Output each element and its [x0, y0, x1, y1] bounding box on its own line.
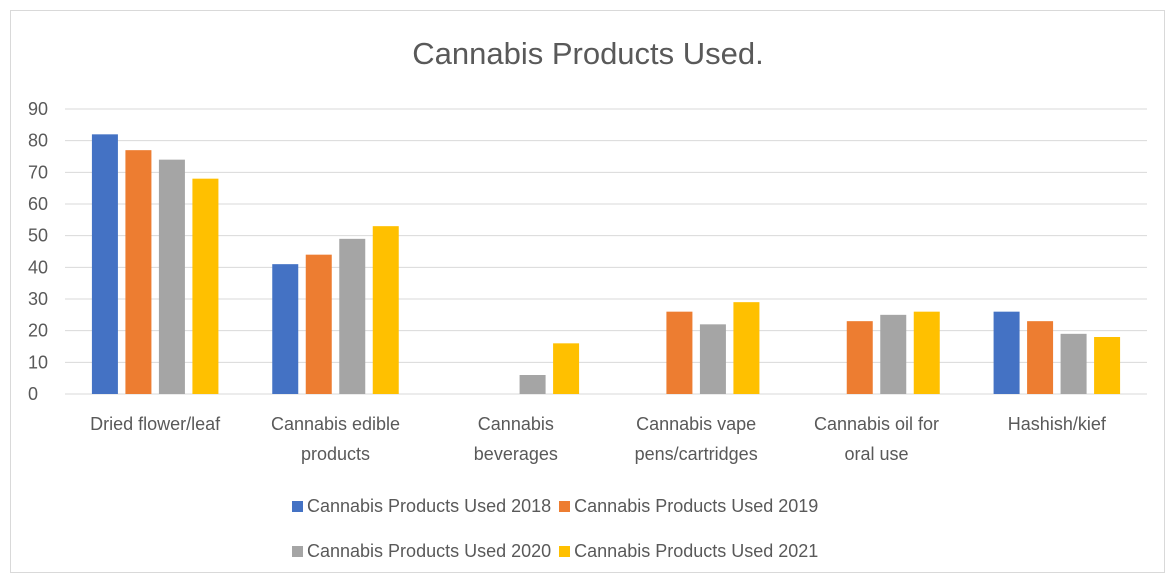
x-category-label: Hashish/kief — [1008, 414, 1107, 434]
legend-item: Cannabis Products Used 2019 — [559, 496, 818, 517]
legend-label: Cannabis Products Used 2021 — [574, 541, 819, 561]
legend-swatch — [292, 546, 303, 557]
y-tick-label: 90 — [28, 99, 48, 119]
x-category-label: oral use — [844, 444, 908, 464]
bar — [519, 375, 546, 394]
legend-row: Cannabis Products Used 2020 Cannabis Prod… — [292, 541, 826, 562]
chart-title: Cannabis Products Used. — [412, 36, 764, 71]
bar — [699, 324, 726, 394]
y-tick-label: 30 — [28, 289, 48, 309]
bar — [553, 343, 580, 394]
bar — [666, 311, 693, 394]
bar — [846, 321, 873, 394]
y-tick-label: 0 — [28, 384, 38, 404]
y-tick-label: 60 — [28, 194, 48, 214]
legend-item: Cannabis Products Used 2021 — [559, 541, 818, 562]
legend-label: Cannabis Products Used 2018 — [307, 496, 552, 516]
bar — [158, 159, 185, 394]
y-tick-label: 20 — [28, 321, 48, 341]
legend-swatch — [292, 501, 303, 512]
bar — [305, 254, 332, 394]
legend-row: Cannabis Products Used 2018 Cannabis Prod… — [292, 496, 826, 517]
x-category-label: Cannabis edible — [271, 414, 400, 434]
x-category-label: pens/cartridges — [635, 444, 758, 464]
bar — [339, 238, 366, 394]
x-category-label: Cannabis oil for — [814, 414, 939, 434]
bar — [272, 264, 299, 394]
bar — [993, 311, 1020, 394]
bar — [372, 226, 399, 394]
bar — [733, 302, 760, 394]
bar — [1060, 333, 1087, 394]
bar — [125, 150, 152, 394]
y-tick-label: 40 — [28, 257, 48, 277]
legend-label: Cannabis Products Used 2020 — [307, 541, 552, 561]
x-category-label: Dried flower/leaf — [90, 414, 221, 434]
bar — [1094, 337, 1121, 394]
legend-swatch — [559, 501, 571, 512]
bar — [192, 178, 219, 394]
x-category-label: Cannabis vape — [636, 414, 756, 434]
bar — [913, 311, 940, 394]
legend-swatch — [559, 546, 571, 557]
legend-item: Cannabis Products Used 2018 — [292, 496, 551, 517]
x-category-label: Cannabis — [478, 414, 554, 434]
y-tick-label: 70 — [28, 162, 48, 182]
y-tick-label: 80 — [28, 131, 48, 151]
bar — [880, 314, 907, 394]
y-tick-label: 50 — [28, 226, 48, 246]
x-category-label: products — [301, 444, 370, 464]
legend-item: Cannabis Products Used 2020 — [292, 541, 551, 562]
legend-label: Cannabis Products Used 2019 — [574, 496, 819, 516]
bar — [91, 134, 118, 395]
y-tick-label: 10 — [28, 352, 48, 372]
bar — [1027, 321, 1054, 394]
x-category-label: beverages — [474, 444, 558, 464]
